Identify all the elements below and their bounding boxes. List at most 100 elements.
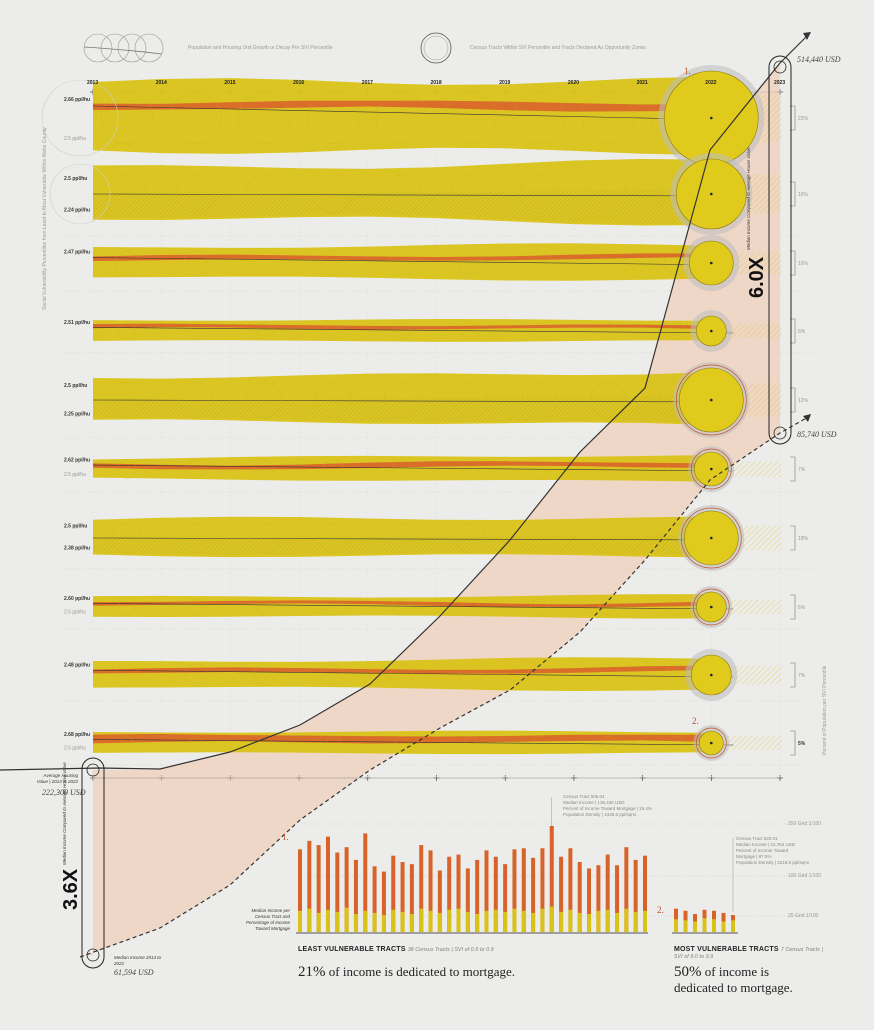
least-title: LEAST VULNERABLE TRACTS xyxy=(298,946,406,953)
least-bar xyxy=(465,868,470,932)
density-label-bottom: 2.5 ppl/hu xyxy=(64,472,86,478)
tract-circle xyxy=(530,598,548,616)
year-label: 2021 xyxy=(637,80,648,86)
tract-circle xyxy=(375,91,428,145)
tract-circle xyxy=(392,459,412,479)
tract-circle xyxy=(668,598,686,616)
tract-circle xyxy=(255,598,273,616)
density-label-top: 2.60 ppl/hu xyxy=(64,596,90,602)
most-bar-income-share xyxy=(702,918,707,932)
percent-bracket xyxy=(790,181,796,207)
tract-least-line: Percent of Income Toward Mortgage | 19.4… xyxy=(563,806,652,811)
housing-multiplier: 6.0X xyxy=(746,256,768,298)
least-subtitle: 38 Census Tracts | SVI of 0.0 to 0.9 xyxy=(407,947,494,953)
least-bar xyxy=(493,856,498,932)
opportunity-ring xyxy=(680,507,742,569)
tract-circle xyxy=(521,382,558,418)
year-label: 2019 xyxy=(499,80,510,86)
density-label-top: 2.5 ppl/hu xyxy=(64,383,87,389)
least-bar-income-share xyxy=(493,909,498,932)
end-dot xyxy=(710,467,713,471)
tract-circle xyxy=(669,736,684,750)
least-bar-income-share xyxy=(437,912,442,932)
legend-faint-circle xyxy=(41,79,119,157)
tract-circle xyxy=(599,598,617,616)
trend-line xyxy=(92,739,734,746)
year-label: 2018 xyxy=(431,80,442,86)
trend-line xyxy=(92,537,734,541)
least-bar-income-share xyxy=(475,913,480,932)
year-label: 2023 xyxy=(774,80,785,86)
least-bar-income-share xyxy=(577,912,582,932)
income-arrow xyxy=(803,414,811,422)
least-bar xyxy=(316,845,321,932)
legend-line xyxy=(83,46,163,55)
bar-axis-label: Median Income per Census Tract and Perce… xyxy=(245,908,290,931)
end-dot xyxy=(710,329,713,333)
least-bar-income-share xyxy=(484,910,489,932)
tract-circle xyxy=(238,91,291,145)
percent-label: 7% xyxy=(798,673,806,679)
tract-circle xyxy=(177,382,214,418)
tract-circle xyxy=(313,174,353,214)
housing-ratio-capsule xyxy=(768,55,792,445)
tract-circle xyxy=(530,322,548,340)
median-income-line xyxy=(79,415,811,958)
tract-circle xyxy=(255,322,273,340)
least-bar-income-share xyxy=(587,913,592,932)
least-bar-income-share xyxy=(503,911,508,932)
tract-circle xyxy=(455,522,486,554)
tract-most-line: Mortgage | 87.5% xyxy=(736,854,772,859)
least-bar-income-share xyxy=(521,910,526,932)
marker-2-top: 2. xyxy=(692,716,699,726)
housing-value-end: 514,440 USD xyxy=(797,55,841,64)
tract-circle xyxy=(176,174,216,214)
least-bar xyxy=(531,857,536,932)
least-bar-income-share xyxy=(568,909,573,932)
tract-most-line: Median Income | 31,764 USD xyxy=(736,842,795,847)
least-bar-income-share xyxy=(465,911,470,932)
tract-circle xyxy=(592,522,623,554)
percentile-band xyxy=(93,455,712,482)
year-label: 2017 xyxy=(362,80,373,86)
least-pct: 21% xyxy=(298,964,326,980)
least-bar xyxy=(344,847,349,932)
legend-circle xyxy=(117,33,147,63)
tract-circle xyxy=(118,598,136,616)
tract-circle xyxy=(114,250,140,276)
opportunity-ring xyxy=(692,588,730,626)
density-label-top: 2.47 ppl/hu xyxy=(64,250,90,256)
least-bar-income-share xyxy=(298,910,302,932)
tract-circle xyxy=(184,663,207,687)
capsule-node xyxy=(86,763,100,777)
percent-label: 16% xyxy=(798,192,809,198)
tract-circle xyxy=(324,322,342,340)
tract-circle xyxy=(321,663,345,687)
tract-least-annotation: Census Tract 506.04 Median Income | 136,… xyxy=(563,794,673,818)
least-bar-income-share xyxy=(540,908,545,932)
tract-circle xyxy=(169,91,222,145)
tract-circle xyxy=(246,382,283,418)
least-bar xyxy=(391,855,396,932)
tract-circle xyxy=(389,250,415,276)
density-label-top: 2.62 ppl/hu xyxy=(64,457,90,463)
tract-circle xyxy=(599,322,617,340)
density-label-bottom: 2.5 ppl/hu xyxy=(64,136,86,142)
housing-decay-hatch xyxy=(93,534,712,556)
tract-circle xyxy=(394,736,409,750)
tract-least-line: Median Income | 136,436 USD xyxy=(563,800,625,805)
least-bar xyxy=(521,848,526,932)
trend-line xyxy=(92,464,734,472)
percent-bracket xyxy=(790,456,796,482)
tract-circle xyxy=(187,322,205,340)
grid-label-25: 25 Grid 1/100 xyxy=(788,913,819,919)
least-bar-income-share xyxy=(344,907,349,932)
percent-label: 5% xyxy=(798,741,806,747)
least-bar xyxy=(587,868,592,932)
left-axis-label: Social Vulnerability Percentiles from Le… xyxy=(42,127,48,310)
least-bar xyxy=(605,854,610,932)
tract-circle xyxy=(320,250,346,276)
density-label-bottom: 2.25 ppl/hu xyxy=(64,411,90,417)
least-bar xyxy=(484,850,489,932)
tract-circle xyxy=(393,322,411,340)
